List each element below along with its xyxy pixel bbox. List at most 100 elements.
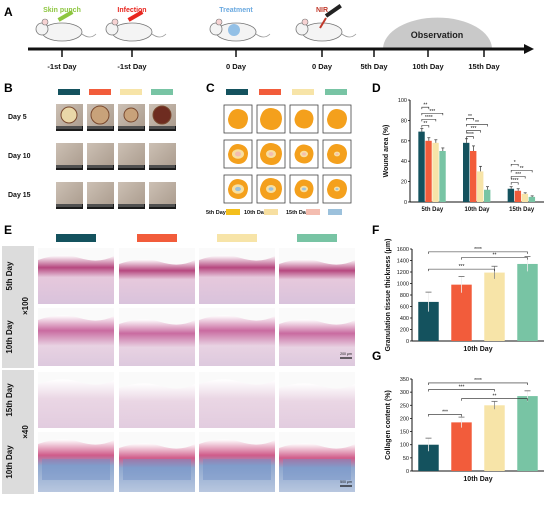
ruler xyxy=(87,126,114,131)
timeline-day-label: 5th Day xyxy=(360,62,388,71)
timeline-event-label: Infection xyxy=(117,7,146,14)
ruler xyxy=(118,126,145,131)
magnification-label: ×100 xyxy=(21,296,30,315)
y-tick-label: 200 xyxy=(400,328,409,334)
tissue-section xyxy=(279,443,355,492)
tissue-section xyxy=(279,319,355,366)
mouse-body xyxy=(111,22,153,42)
trace-legend-swatch xyxy=(264,209,278,215)
bar xyxy=(517,263,538,341)
panel-label-b: B xyxy=(4,81,13,95)
wound-trace xyxy=(256,139,286,169)
y-axis-label: Wound area (%) xyxy=(383,125,390,178)
bar xyxy=(528,196,536,202)
significance-bracket xyxy=(466,118,474,121)
bar xyxy=(432,142,439,202)
group-color-key xyxy=(259,89,281,95)
histology-row-label: 10th Day xyxy=(5,320,14,354)
tissue-section xyxy=(119,443,195,492)
timeline-day-label: -1st Day xyxy=(117,62,147,71)
tissue-section xyxy=(119,319,195,366)
y-tick-label: 60 xyxy=(401,139,407,145)
tissue-section xyxy=(199,379,275,428)
mouse-ear xyxy=(301,18,309,26)
significance-bracket xyxy=(421,125,430,128)
trace-legend-item: 15th Day xyxy=(286,209,320,216)
wound-inner xyxy=(335,153,339,155)
significance-bracket xyxy=(510,163,519,167)
wound-photo xyxy=(149,182,176,209)
mouse-tail xyxy=(81,33,97,38)
significance-label: ** xyxy=(475,120,479,126)
bar xyxy=(451,284,472,341)
y-tick-label: 1200 xyxy=(397,270,409,276)
photo-row-label: Day 10 xyxy=(8,153,31,160)
timeline-day-label: 0 Day xyxy=(312,62,333,71)
group-color-key xyxy=(58,89,80,95)
wound-inner xyxy=(235,151,241,157)
ruler xyxy=(87,204,114,209)
significance-label: ** xyxy=(468,114,472,120)
significance-bracket xyxy=(428,389,495,392)
group-color-key xyxy=(325,89,347,95)
wound-photo-grid: Day 5 Day 10 Day 15 xyxy=(8,89,176,209)
group-color-key xyxy=(226,89,248,95)
y-tick-label: 250 xyxy=(400,403,409,409)
histology-grid: 5th Day 10th Day 15th Day 10th Day ×100 ×40 20… xyxy=(2,234,355,494)
y-tick-label: 100 xyxy=(400,443,409,449)
wound-trace xyxy=(289,174,319,204)
wound-photo xyxy=(56,143,83,170)
y-axis-label: Granulation tissue thickness (μm) xyxy=(385,239,392,352)
wound-inner xyxy=(302,152,306,156)
wound-outline-day15 xyxy=(268,187,274,191)
bar xyxy=(517,396,538,471)
collagen-region xyxy=(203,459,271,480)
histology-image xyxy=(279,308,355,366)
significance-bracket xyxy=(461,398,528,401)
bar xyxy=(418,301,439,341)
significance-bracket xyxy=(421,106,430,110)
ruler xyxy=(118,165,145,170)
significance-bracket xyxy=(461,257,528,260)
y-tick-label: 20 xyxy=(401,180,407,186)
mouse-tail xyxy=(341,33,357,38)
timeline-arrow xyxy=(524,44,534,54)
significance-bracket xyxy=(466,136,474,139)
y-tick-label: 0 xyxy=(404,200,407,206)
histology-image xyxy=(279,248,355,304)
wound-trace xyxy=(322,174,352,204)
bar xyxy=(470,151,477,202)
significance-label: *** xyxy=(471,126,477,132)
mouse-body xyxy=(41,22,83,42)
y-tick-label: 40 xyxy=(401,159,407,165)
ruler xyxy=(149,165,176,170)
collagen-region xyxy=(123,459,191,480)
y-tick-label: 800 xyxy=(400,293,409,299)
wound-trace xyxy=(322,104,352,134)
histology-image xyxy=(119,372,195,428)
trace-legend-label: 5th Day xyxy=(206,210,227,216)
group-color-key xyxy=(217,234,257,242)
bar xyxy=(439,151,446,202)
tissue-section xyxy=(279,383,355,428)
timeline-events: Skin punch Infection Treatment NIR xyxy=(35,4,357,42)
significance-bracket xyxy=(510,170,533,173)
timeline-day-label: 10th Day xyxy=(412,62,444,71)
ruler xyxy=(149,204,176,209)
bar xyxy=(514,190,522,202)
significance-bracket xyxy=(428,414,462,417)
mouse-syringe-icon xyxy=(105,10,167,42)
significance-label: *** xyxy=(515,172,521,178)
significance-label: ** xyxy=(423,121,427,127)
timeline-event: Treatment xyxy=(209,7,271,42)
wound-photo xyxy=(149,143,176,170)
wound-trace xyxy=(256,104,286,134)
trace-legend-item xyxy=(328,209,342,215)
group-color-key xyxy=(297,234,337,242)
bar xyxy=(507,188,515,202)
y-tick-label: 150 xyxy=(400,430,409,436)
significance-bracket xyxy=(510,182,519,185)
wound-photo xyxy=(56,182,83,209)
photo-row-label: Day 15 xyxy=(8,192,31,199)
timeline-day-label: -1st Day xyxy=(47,62,77,71)
